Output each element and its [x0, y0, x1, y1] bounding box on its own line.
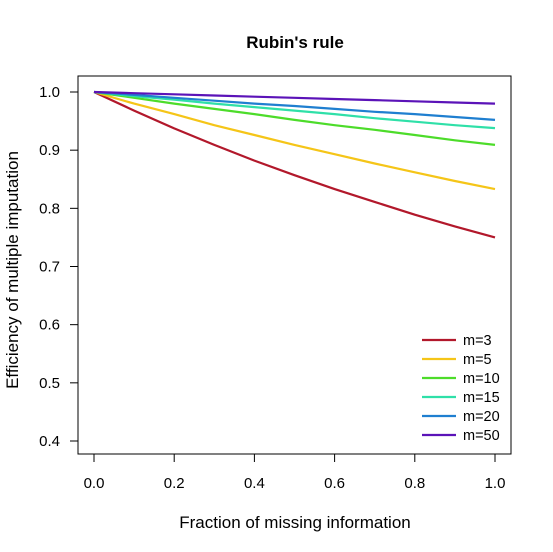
- legend-label: m=15: [463, 390, 500, 406]
- legend-label: m=10: [463, 371, 500, 387]
- y-tick-label: 1.0: [39, 84, 60, 101]
- x-tick-label: 0.4: [244, 475, 265, 492]
- y-tick-label: 0.7: [39, 259, 60, 276]
- y-axis: 0.4 0.5 0.6 0.7 0.8 0.9 1.0: [39, 84, 79, 450]
- x-axis-label: Fraction of missing information: [179, 513, 410, 532]
- series-line-m-5: [93, 90, 496, 191]
- series-line-m-50: [93, 90, 496, 105]
- y-axis-label: Efficiency of multiple imputation: [3, 151, 22, 389]
- y-tick-label: 0.6: [39, 317, 60, 334]
- chart-title: Rubin's rule: [246, 33, 344, 52]
- legend-label: m=5: [463, 352, 492, 368]
- y-tick-label: 0.4: [39, 433, 60, 450]
- y-tick-label: 0.8: [39, 200, 60, 217]
- series-line-m-20: [93, 90, 496, 121]
- legend-label: m=20: [463, 409, 500, 425]
- series-line-m-15: [93, 90, 496, 130]
- x-axis: 0.0 0.2 0.4 0.6 0.8 1.0: [84, 453, 506, 492]
- series-line-m-10: [93, 90, 496, 146]
- x-tick-label: 1.0: [485, 475, 506, 492]
- x-tick-label: 0.0: [84, 475, 105, 492]
- x-tick-label: 0.6: [324, 475, 345, 492]
- legend-label: m=50: [463, 428, 500, 444]
- legend-label: m=3: [463, 333, 492, 349]
- y-tick-label: 0.9: [39, 142, 60, 159]
- series-lines: [93, 90, 496, 239]
- x-tick-label: 0.2: [164, 475, 185, 492]
- x-tick-label: 0.8: [404, 475, 425, 492]
- y-tick-label: 0.5: [39, 375, 60, 392]
- series-line-m-3: [93, 91, 496, 239]
- legend: m=3 m=5 m=10 m=15 m=20 m=50: [422, 333, 500, 444]
